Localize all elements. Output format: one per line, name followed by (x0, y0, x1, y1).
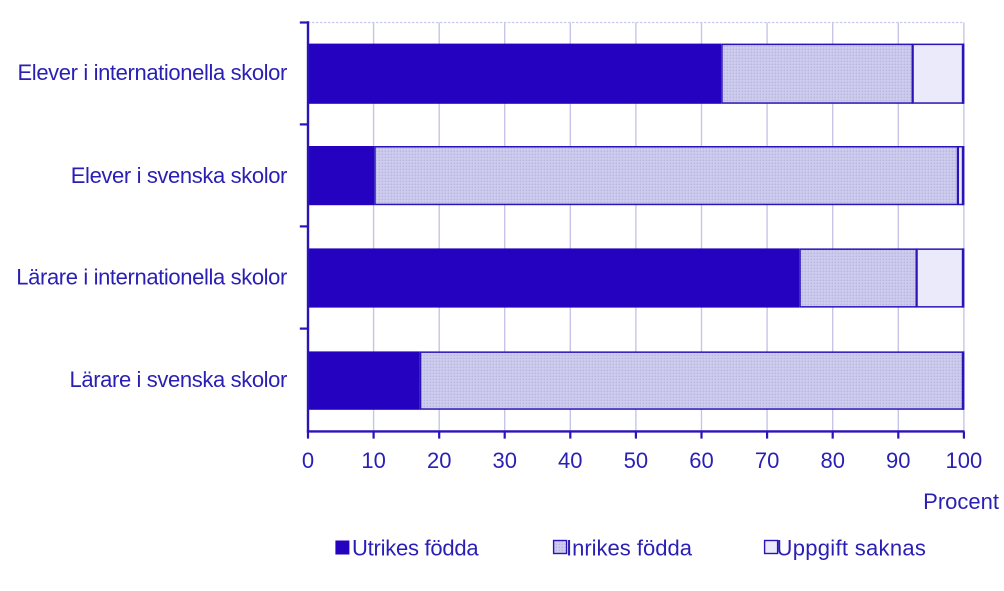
svg-text:Elever i internationella skolo: Elever i internationella skolor (18, 60, 288, 85)
svg-text:Lärare i internationella skolo: Lärare i internationella skolor (16, 265, 287, 290)
svg-text:Utrikes födda: Utrikes födda (352, 535, 479, 560)
svg-text:Procent: Procent (923, 489, 999, 514)
svg-text:0: 0 (302, 448, 314, 473)
svg-text:60: 60 (689, 448, 713, 473)
svg-text:100: 100 (946, 448, 983, 473)
svg-text:Lärare i svenska skolor: Lärare i svenska skolor (70, 367, 288, 392)
svg-text:40: 40 (558, 448, 582, 473)
svg-text:50: 50 (624, 448, 648, 473)
svg-text:Uppgift saknas: Uppgift saknas (777, 535, 927, 560)
svg-text:Elever i svenska skolor: Elever i svenska skolor (71, 163, 287, 188)
svg-text:70: 70 (755, 448, 779, 473)
svg-text:20: 20 (427, 448, 451, 473)
svg-text:90: 90 (886, 448, 910, 473)
svg-text:80: 80 (820, 448, 844, 473)
svg-text:30: 30 (492, 448, 516, 473)
svg-text:10: 10 (361, 448, 385, 473)
svg-text:Inrikes födda: Inrikes födda (566, 535, 693, 560)
